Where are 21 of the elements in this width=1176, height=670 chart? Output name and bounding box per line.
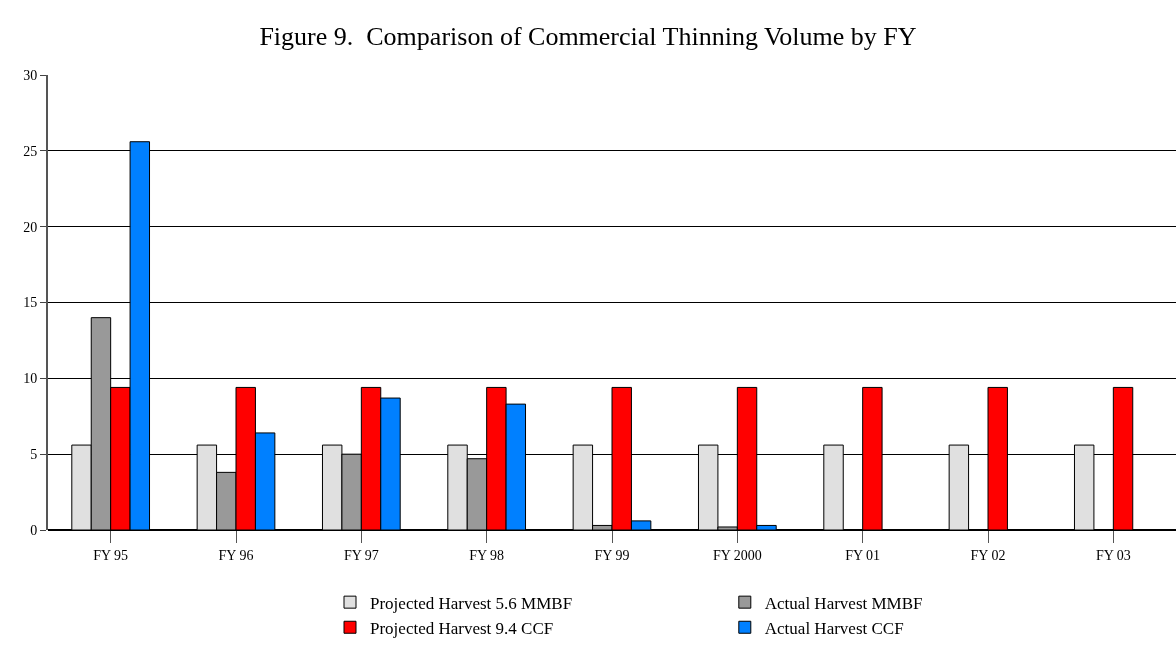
y-tick-label: 20 [23, 219, 38, 235]
y-tick-label: 0 [30, 522, 38, 538]
legend-label: Actual Harvest MMBF [764, 593, 923, 613]
y-tick-label: 10 [23, 371, 38, 387]
x-tick-label: FY 99 [594, 547, 630, 563]
chart-title: Figure 9. Comparison of Commercial Thinning Volume by FY [259, 22, 917, 51]
y-tick-label: 30 [23, 67, 38, 83]
y-tick-label: 15 [23, 295, 38, 311]
y-tick-label: 5 [30, 447, 38, 463]
x-tick-label: FY 02 [970, 547, 1006, 563]
legend-label: Projected Harvest 9.4 CCF [370, 618, 554, 638]
x-tick-label: FY 98 [469, 547, 505, 563]
x-tick-label: FY 03 [1095, 547, 1131, 563]
x-tick-label: FY 96 [218, 547, 254, 563]
x-tick-label: FY 01 [845, 547, 881, 563]
x-tick-label: FY 95 [93, 547, 129, 563]
legend-label: Projected Harvest 5.6 MMBF [370, 593, 573, 613]
x-tick-label: FY 2000 [712, 547, 762, 563]
legend-label: Actual Harvest CCF [764, 618, 904, 638]
y-tick-label: 25 [23, 143, 38, 159]
x-tick-label: FY 97 [343, 547, 379, 563]
